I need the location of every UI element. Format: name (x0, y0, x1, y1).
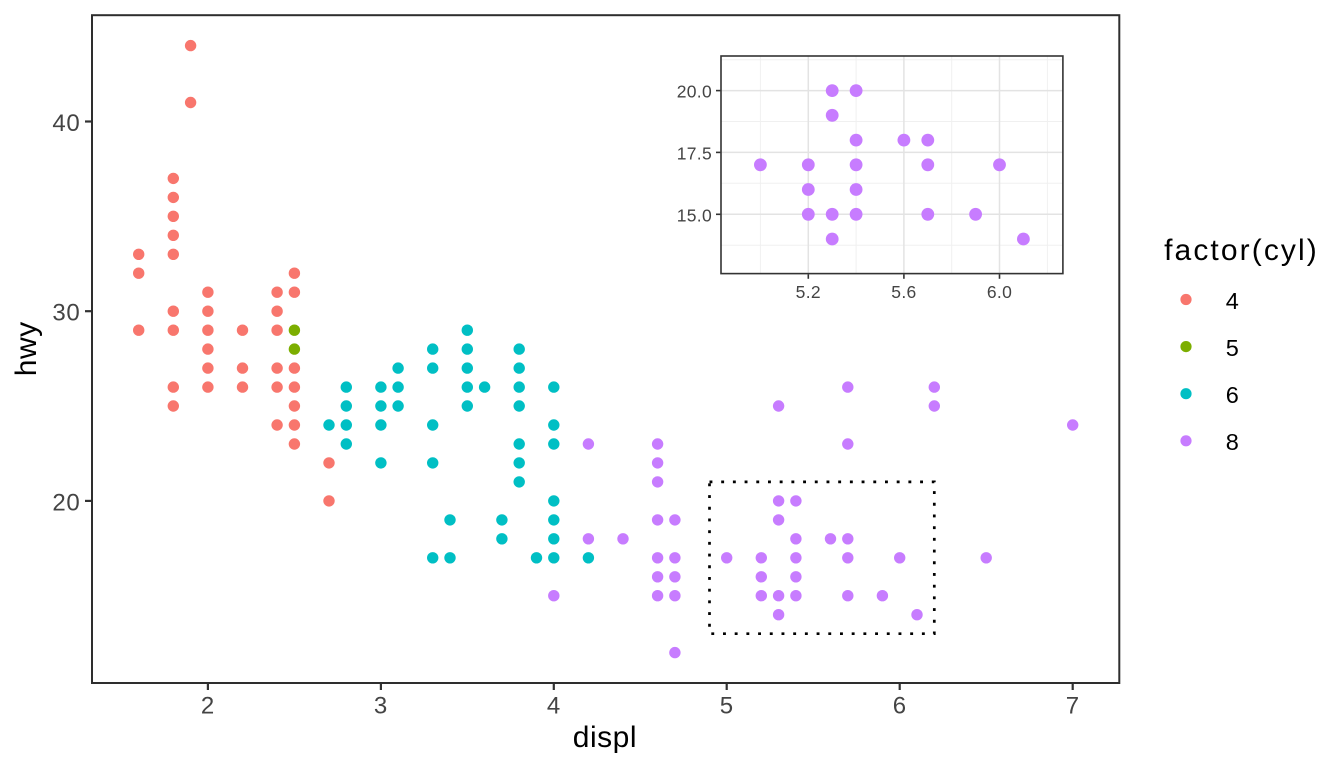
svg-text:5.6: 5.6 (891, 282, 916, 302)
svg-text:17.5: 17.5 (677, 143, 712, 163)
svg-text:displ: displ (573, 721, 637, 754)
svg-text:3: 3 (374, 692, 388, 719)
svg-text:7: 7 (1066, 692, 1080, 719)
svg-text:6: 6 (1226, 382, 1239, 408)
svg-text:20.0: 20.0 (677, 82, 712, 102)
svg-text:hwy: hwy (10, 321, 43, 376)
svg-text:8: 8 (1226, 429, 1239, 455)
svg-text:20: 20 (52, 489, 80, 516)
svg-text:4: 4 (547, 692, 561, 719)
svg-text:2: 2 (201, 692, 215, 719)
svg-text:4: 4 (1226, 288, 1239, 314)
svg-text:5: 5 (1226, 335, 1239, 361)
svg-text:factor(cyl): factor(cyl) (1164, 234, 1319, 267)
svg-text:6.0: 6.0 (987, 282, 1012, 302)
svg-text:5.2: 5.2 (796, 282, 821, 302)
svg-text:5: 5 (720, 692, 734, 719)
svg-text:40: 40 (52, 110, 80, 137)
svg-text:15.0: 15.0 (677, 205, 712, 225)
svg-text:6: 6 (893, 692, 907, 719)
svg-text:30: 30 (52, 300, 80, 327)
